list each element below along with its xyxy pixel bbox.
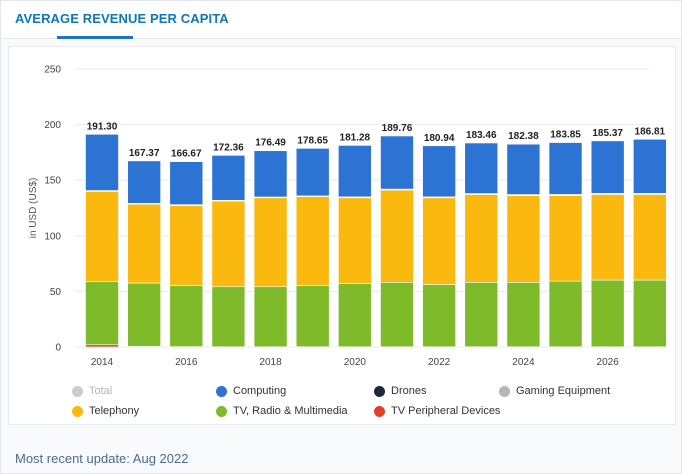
bar-segment [295, 285, 330, 348]
bar-segment [590, 140, 625, 194]
widget-header: AVERAGE REVENUE PER CAPITA [1, 1, 681, 39]
legend-item[interactable]: TV, Radio & Multimedia [216, 403, 348, 419]
bar-segment [506, 143, 541, 195]
bar-segment [169, 205, 204, 286]
bar-segment [422, 197, 456, 285]
y-tick-label: 250 [44, 65, 61, 76]
bar-segment [127, 282, 161, 347]
x-tick-label: 2016 [175, 357, 198, 368]
x-tick-label: 2020 [344, 357, 367, 368]
legend-item[interactable]: Computing [216, 383, 286, 399]
bar-segment [85, 281, 119, 346]
bar-segment [253, 150, 288, 198]
bar-segment [464, 194, 499, 283]
bar-segment [127, 203, 161, 284]
bar-segment [253, 197, 288, 288]
legend-item[interactable]: TV Peripheral Devices [374, 403, 500, 419]
bar-segment [548, 195, 583, 282]
legend-label: TV, Radio & Multimedia [233, 405, 348, 417]
data-label: 183.46 [466, 130, 497, 141]
legend-label: TV Peripheral Devices [391, 405, 501, 417]
legend-item[interactable]: Total [72, 383, 112, 399]
legend-swatch [72, 385, 83, 397]
chart-card: 0 50 100 150 200 250 in USD (US$) 191.30 167.37 1… [8, 46, 676, 425]
x-tick-label: 2018 [259, 357, 282, 368]
title-underline [57, 36, 133, 39]
bar-segment [464, 142, 499, 194]
x-tick-label: 2026 [597, 357, 620, 368]
update-note: Most recent update: Aug 2022 [15, 451, 189, 466]
bar-segment [295, 148, 330, 197]
legend-swatch [72, 405, 83, 417]
bar-segment [422, 284, 456, 348]
legend-item[interactable]: Drones [374, 383, 426, 399]
legend-item[interactable]: Gaming Equipment [499, 383, 610, 399]
bar-segment [633, 138, 667, 194]
bar-segment [422, 145, 456, 198]
y-tick-label: 0 [55, 343, 61, 354]
data-label: 189.76 [382, 123, 413, 134]
y-tick-label: 150 [44, 176, 61, 187]
bar-segment [633, 194, 667, 281]
y-tick-label: 100 [44, 231, 61, 242]
x-tick-label: 2024 [512, 357, 535, 368]
legend-swatch [216, 405, 227, 417]
legend-label: Computing [233, 385, 287, 397]
bar-segment [548, 280, 583, 348]
bar-segment [506, 281, 541, 348]
legend-label: Telephony [89, 405, 140, 417]
chart-title: AVERAGE REVENUE PER CAPITA [15, 11, 229, 26]
legend-item[interactable]: Telephony [72, 403, 139, 419]
stacked-bar-chart: 0 50 100 150 200 250 in USD (US$) 191.30 167.37 1… [28, 65, 667, 368]
bar-segment [338, 145, 372, 198]
y-tick-label: 50 [50, 287, 62, 298]
bar-segment [85, 191, 119, 282]
legend-label: Total [89, 385, 113, 397]
legend-swatch [499, 385, 510, 397]
data-label: 167.37 [129, 148, 160, 159]
legend-label: Gaming Equipment [516, 385, 611, 397]
data-label: 185.37 [592, 128, 623, 139]
bar-segment [338, 197, 372, 284]
legend-swatch [374, 385, 385, 397]
data-label: 186.81 [635, 126, 666, 137]
bar-segment [211, 155, 246, 201]
bar-segment [506, 195, 541, 283]
legend-swatch [216, 385, 227, 397]
bar-segment [85, 344, 119, 348]
legend-label: Drones [391, 385, 427, 397]
data-label: 166.67 [171, 149, 202, 160]
y-tick-label: 200 [44, 120, 61, 131]
bar-segment [633, 279, 667, 348]
data-label: 172.36 [213, 142, 244, 153]
x-tick-label: 2014 [91, 357, 114, 368]
bar-segment [169, 161, 204, 205]
bar-segment [380, 281, 414, 348]
data-label: 178.65 [297, 135, 328, 146]
bar-segment [127, 160, 161, 204]
bar-segment [85, 133, 119, 191]
bar-segment [380, 135, 414, 190]
bar-segment [548, 142, 583, 195]
data-label: 181.28 [340, 132, 371, 143]
legend-swatch [374, 405, 385, 417]
bar-segment [380, 189, 414, 283]
x-tick-label: 2022 [428, 357, 451, 368]
data-label: 176.49 [255, 138, 286, 149]
bar-segment [253, 286, 288, 348]
data-label: 191.30 [87, 121, 118, 132]
bar-segment [590, 279, 625, 348]
data-label: 183.85 [550, 130, 581, 141]
bar-segment [590, 194, 625, 281]
data-label: 180.94 [424, 133, 455, 144]
bar-segment [169, 285, 204, 347]
bar-segment [464, 281, 499, 348]
bar-segment [211, 200, 246, 288]
data-label: 182.38 [508, 131, 539, 142]
bar-segment [211, 286, 246, 348]
bar-segment [338, 283, 372, 348]
y-axis-title: in USD (US$) [28, 178, 39, 239]
bar-segment [295, 196, 330, 286]
